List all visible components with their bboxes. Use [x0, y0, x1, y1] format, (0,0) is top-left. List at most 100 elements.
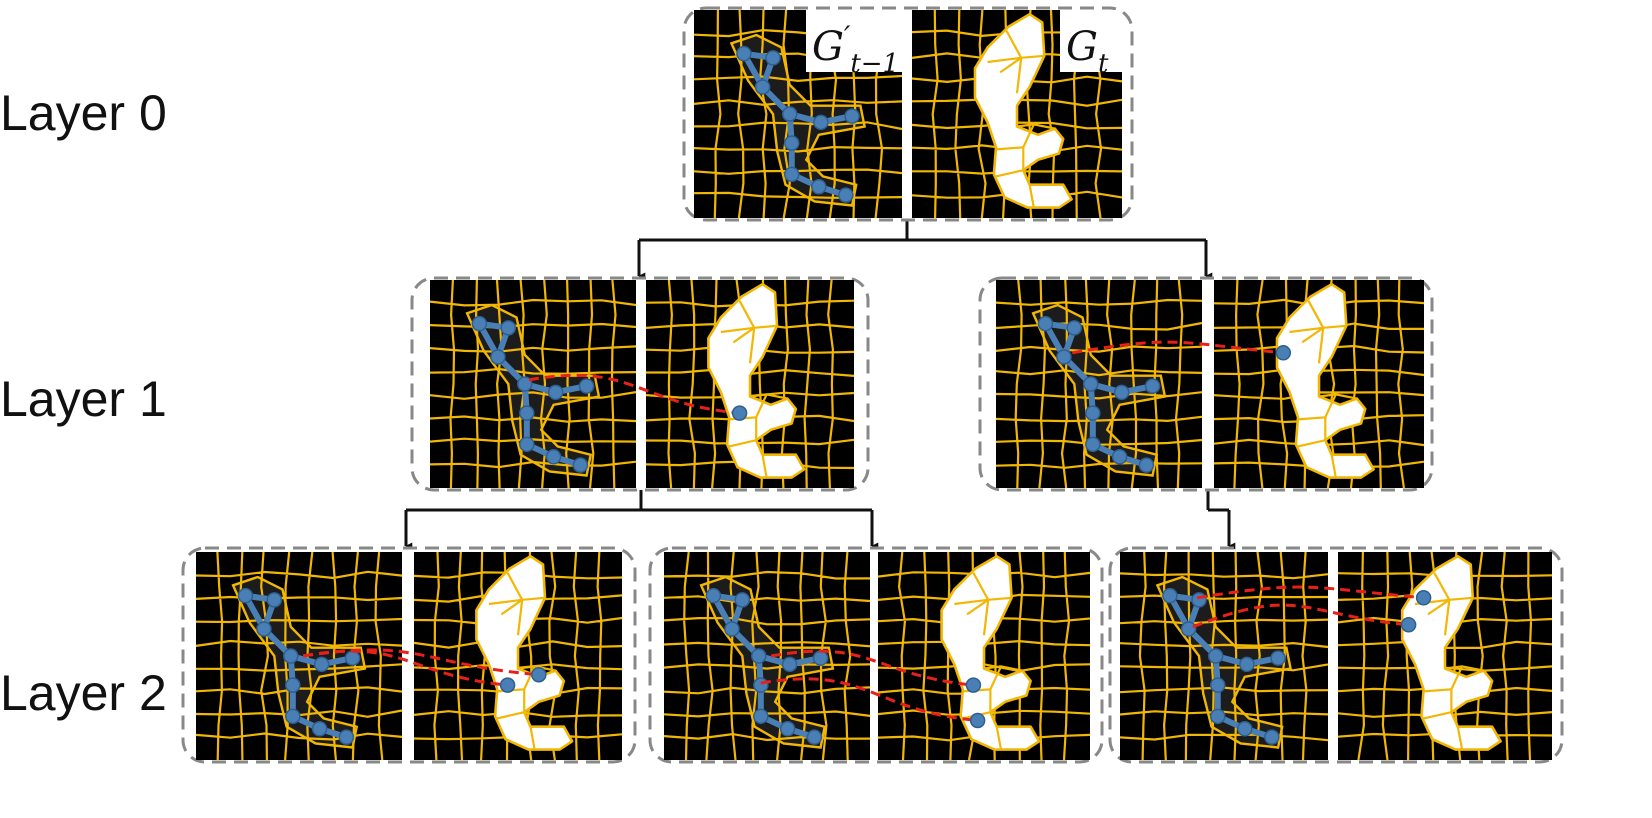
segmented-object — [707, 282, 806, 479]
matched-node — [531, 666, 547, 683]
graph-node — [1270, 650, 1286, 666]
graph-node — [490, 349, 506, 365]
tree-edges — [404, 220, 1236, 550]
panel-border — [410, 276, 870, 492]
panel-layer1-left — [410, 276, 870, 492]
graph-node — [500, 320, 517, 336]
panel-layer2-middle — [648, 546, 1104, 764]
graph-node — [781, 656, 798, 673]
graph-node — [1138, 457, 1155, 473]
graph-node — [1237, 721, 1253, 737]
cell-boundary — [1028, 184, 1035, 208]
graph-node — [1162, 587, 1178, 604]
segmented-object — [973, 12, 1073, 209]
layer-1-label: Layer 1 — [0, 371, 167, 427]
graph-node — [285, 708, 301, 725]
cell-boundary — [728, 439, 757, 448]
graph-node — [1037, 315, 1054, 332]
panel-border — [978, 276, 1434, 492]
cell-boundary — [496, 711, 525, 720]
tag-previous-graph-text: G′t−1 — [812, 20, 899, 79]
graph-node — [1144, 378, 1161, 394]
matched-node — [731, 405, 748, 421]
graph-node — [781, 106, 798, 122]
match-link — [1192, 603, 1409, 629]
graph-node — [838, 187, 854, 203]
tag-previous-graph-background — [806, 10, 902, 72]
matched-node — [1275, 345, 1292, 361]
graph-node — [779, 721, 796, 737]
graph-node — [1085, 436, 1101, 453]
graph-node — [519, 436, 535, 453]
graph-node — [1210, 677, 1226, 693]
graph-node — [344, 650, 361, 666]
graph-node — [545, 449, 562, 465]
graph-node — [784, 135, 800, 151]
panel-border — [1108, 546, 1564, 764]
graph-node — [1180, 621, 1197, 637]
layer-2-label: Layer 2 — [0, 665, 167, 721]
graph-node — [285, 677, 301, 693]
graph-node — [283, 648, 299, 664]
matched-node — [1400, 617, 1417, 633]
matched-node — [969, 712, 986, 729]
panel-layer2-right — [1108, 546, 1564, 764]
graph-node — [313, 656, 330, 673]
graph-node — [806, 729, 823, 745]
match-link — [1071, 340, 1284, 355]
matched-node — [1415, 590, 1432, 606]
cell-boundary — [999, 56, 1022, 74]
graph-node — [256, 621, 272, 637]
graph-node — [471, 315, 488, 332]
graph-node — [1085, 405, 1101, 421]
graph-node — [736, 45, 752, 62]
graph-node — [1111, 449, 1128, 465]
graph-node — [1239, 656, 1255, 673]
cell-boundary — [1456, 726, 1464, 750]
cell-boundary — [1330, 454, 1337, 478]
graph-node — [734, 592, 751, 608]
graph-node — [724, 621, 740, 637]
segmented-object — [475, 554, 574, 751]
match-link — [770, 649, 974, 687]
graph-node — [519, 405, 535, 421]
graph-node — [1210, 708, 1226, 725]
cell-boundary — [500, 598, 523, 616]
cell-boundary — [1301, 326, 1324, 344]
matched-node — [965, 677, 982, 693]
tag-previous-graph: G′t−1 — [806, 10, 902, 79]
matched-node — [499, 677, 516, 693]
graph-node — [266, 592, 283, 608]
graph-node — [784, 166, 800, 183]
tag-current-graph-text: Gt — [1066, 24, 1109, 79]
graph-node — [237, 587, 254, 604]
cell-boundary — [1427, 598, 1450, 616]
graph-node — [572, 457, 589, 473]
cell-boundary — [761, 454, 768, 478]
panel-layer2-left — [181, 546, 637, 764]
match-link — [760, 677, 978, 722]
graph-node — [753, 677, 769, 693]
segmented-object — [940, 554, 1041, 751]
cell-boundary — [995, 169, 1024, 178]
graph-node — [812, 650, 829, 666]
cell-boundary — [732, 326, 755, 344]
graph-node — [1083, 376, 1099, 392]
cell-boundary — [529, 726, 536, 750]
panels: G′t−1 Gt — [181, 6, 1564, 764]
graph-node — [338, 729, 355, 745]
graph-node — [578, 378, 595, 394]
graph-node — [844, 108, 860, 124]
cell-boundary — [1423, 711, 1452, 720]
match-link — [528, 373, 740, 415]
panel-border — [181, 546, 637, 764]
graph-node — [751, 648, 767, 664]
match-link — [302, 649, 508, 687]
panel-border — [648, 546, 1104, 764]
tag-current-graph-background — [1060, 10, 1122, 72]
panel-border — [682, 6, 1134, 222]
tag-current-graph: Gt — [1060, 10, 1122, 79]
graph-node — [1113, 384, 1130, 401]
